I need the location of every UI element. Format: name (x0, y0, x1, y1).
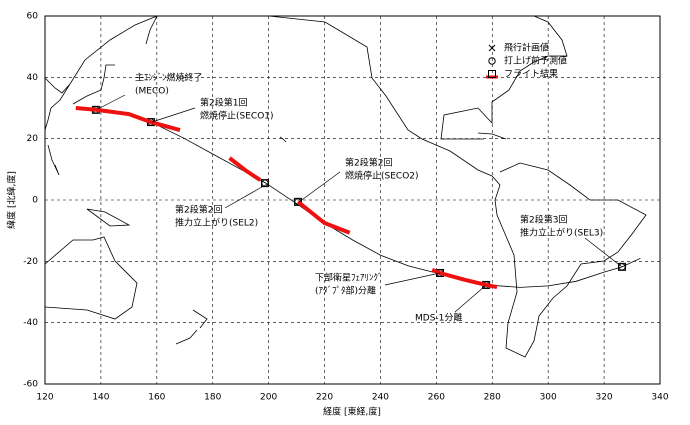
legend-symbol (488, 57, 496, 65)
x-axis-title: 経度 [東経,度] (323, 406, 381, 418)
x-tick-label: 200 (260, 393, 277, 403)
y-axis-title: 緯度 [北緯,度] (6, 171, 18, 229)
leader-line (298, 171, 341, 203)
y-tick-label: -20 (23, 257, 38, 267)
annotation: (ｱﾀﾞﾌﾟﾀ部)分離 (315, 285, 376, 297)
x-tick-label: 160 (148, 393, 165, 403)
legend-label: 打上げ前予測値 (504, 55, 567, 67)
legend-symbol (488, 44, 496, 52)
x-tick-label: 180 (204, 393, 221, 403)
annotation: 主ｴﾝｼﾞﾝ燃焼終了 (135, 72, 203, 84)
track-line (75, 106, 498, 290)
annotation: MDS-1分離 (415, 312, 462, 324)
annotation: 第2段第2回 (175, 204, 222, 216)
y-tick-label: 20 (27, 134, 39, 144)
y-tick-label: -60 (23, 380, 38, 390)
x-tick-label: 140 (92, 393, 109, 403)
legend-symbol (488, 70, 496, 78)
y-tick-label: 0 (32, 196, 38, 206)
leader-line (224, 182, 270, 209)
event-marker (618, 263, 626, 271)
y-tick-label: 40 (27, 73, 39, 83)
annotation: 燃焼停止(SECO2) (345, 170, 419, 182)
annotation: (MECO) (135, 87, 169, 97)
annotation: 燃焼停止(SECO1) (200, 110, 274, 122)
annotation: 第2段第2回 (345, 157, 392, 169)
legend-label: 飛行計画値 (504, 42, 549, 54)
y-tick-label: 60 (27, 12, 39, 22)
x-tick-label: 280 (484, 393, 501, 403)
x-tick-label: 120 (36, 393, 53, 403)
coastlines (44, 15, 647, 358)
annotation: 下部衛星ﾌｪｱﾘﾝｸﾞ (315, 272, 383, 284)
annotation: 第2段第1回 (200, 97, 247, 109)
x-tick-label: 300 (540, 393, 557, 403)
x-tick-label: 340 (651, 393, 668, 403)
annotation: 第2段第3回 (520, 214, 567, 226)
leader-line (584, 237, 623, 268)
legend-label: フライト結果 (504, 68, 558, 80)
leader-line (384, 272, 441, 286)
x-tick-label: 220 (316, 393, 333, 403)
annotation: 推力立上がり(SEL3) (520, 227, 603, 239)
y-tick-label: -40 (23, 318, 38, 328)
leader-line (97, 94, 126, 110)
x-tick-label: 260 (428, 393, 445, 403)
x-tick-label: 320 (595, 393, 612, 403)
track-line (75, 107, 641, 288)
annotation: 推力立上がり(SEL2) (175, 217, 258, 229)
x-tick-label: 240 (372, 393, 389, 403)
leader-line (151, 107, 196, 123)
leader-line (454, 285, 486, 313)
